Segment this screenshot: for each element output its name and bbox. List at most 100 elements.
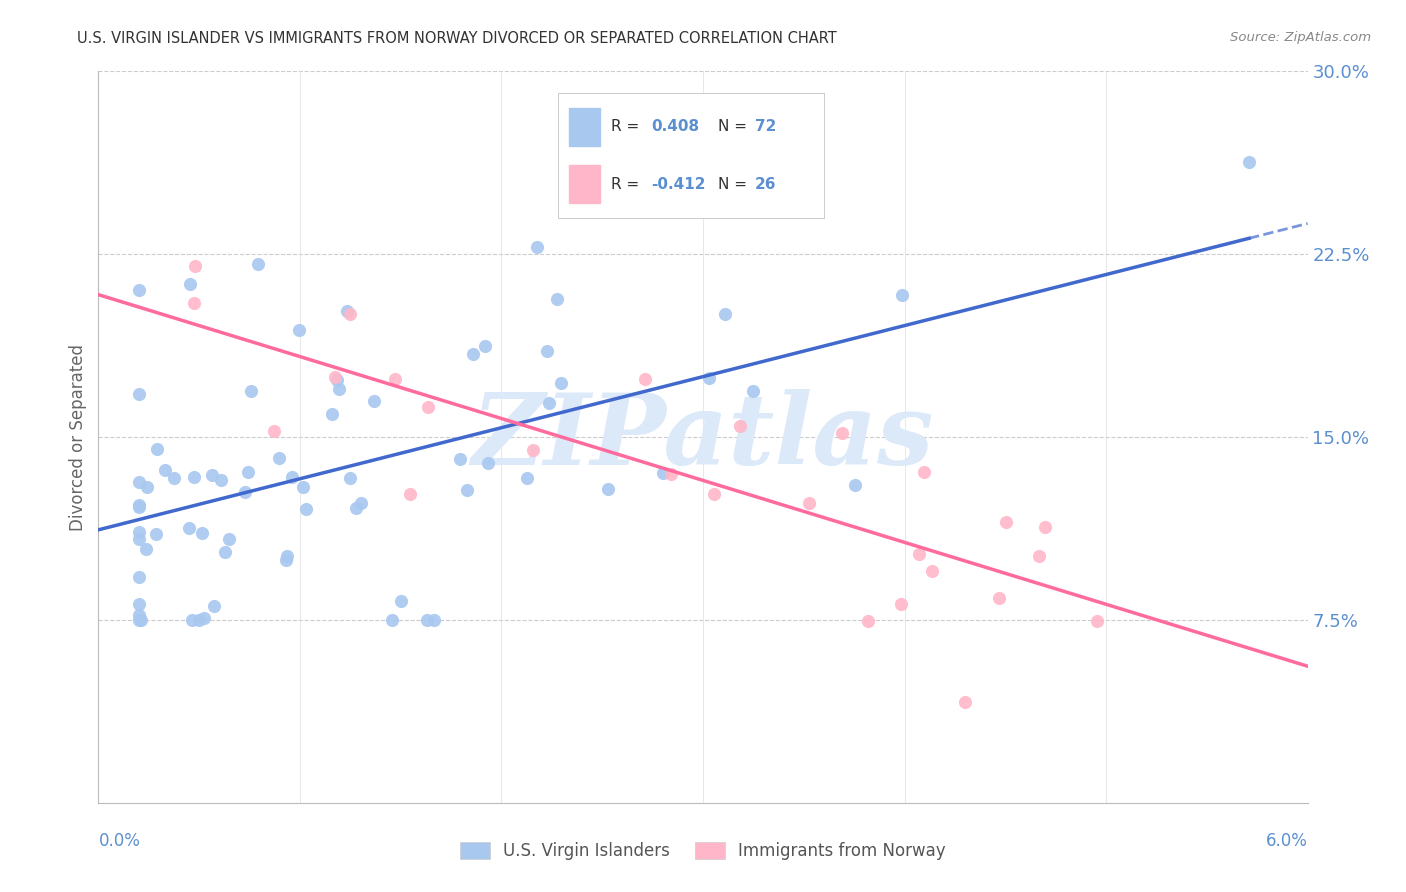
Point [461, 347, 484, 361]
Point [526, 240, 548, 254]
Point [634, 371, 657, 385]
Point [280, 469, 302, 483]
Point [153, 463, 176, 477]
Point [193, 610, 215, 624]
Point [235, 485, 257, 500]
Point [236, 465, 259, 479]
Point [389, 593, 412, 607]
Point [240, 384, 263, 398]
Point [190, 526, 212, 541]
Point [381, 613, 404, 627]
Point [1237, 154, 1260, 169]
Point [477, 456, 499, 470]
Point [728, 418, 751, 433]
Point [276, 549, 298, 563]
Legend: U.S. Virgin Islanders, Immigrants from Norway: U.S. Virgin Islanders, Immigrants from N… [460, 842, 946, 860]
Point [987, 591, 1010, 605]
Point [921, 565, 943, 579]
Point [128, 387, 150, 401]
Point [269, 450, 291, 465]
Text: 6.0%: 6.0% [1265, 832, 1308, 850]
Point [384, 372, 406, 386]
Point [295, 502, 318, 516]
Point [339, 471, 361, 485]
Point [844, 477, 866, 491]
Point [797, 496, 820, 510]
Y-axis label: Divorced or Separated: Divorced or Separated [69, 343, 87, 531]
Point [890, 287, 912, 301]
Point [128, 500, 150, 515]
Point [292, 480, 315, 494]
Point [536, 343, 558, 358]
Point [326, 373, 349, 387]
Text: 0.0%: 0.0% [98, 832, 141, 850]
Point [128, 607, 150, 622]
Point [449, 452, 471, 467]
Point [339, 307, 361, 321]
Point [128, 524, 150, 539]
Text: Source: ZipAtlas.com: Source: ZipAtlas.com [1230, 31, 1371, 45]
Point [177, 521, 200, 535]
Point [714, 307, 737, 321]
Point [363, 394, 385, 409]
Point [336, 304, 359, 318]
Point [247, 257, 270, 271]
Point [742, 384, 765, 398]
Point [953, 695, 976, 709]
Point [697, 371, 720, 385]
Point [128, 533, 150, 547]
Point [263, 424, 285, 438]
Point [128, 570, 150, 584]
Point [145, 442, 167, 456]
Point [145, 527, 167, 541]
Point [702, 487, 724, 501]
Point [136, 480, 159, 494]
Point [202, 599, 225, 614]
Point [858, 614, 880, 628]
Point [201, 468, 224, 483]
Point [659, 467, 682, 481]
Point [456, 483, 478, 498]
Text: U.S. VIRGIN ISLANDER VS IMMIGRANTS FROM NORWAY DIVORCED OR SEPARATED CORRELATION: U.S. VIRGIN ISLANDER VS IMMIGRANTS FROM … [77, 31, 837, 46]
Point [288, 323, 311, 337]
Point [181, 613, 204, 627]
Point [1033, 520, 1056, 534]
Text: ZIPatlas: ZIPatlas [472, 389, 934, 485]
Point [163, 471, 186, 485]
Point [128, 283, 150, 297]
Point [350, 496, 373, 510]
Point [183, 296, 205, 310]
Point [890, 597, 912, 611]
Point [276, 553, 298, 567]
Point [596, 482, 619, 496]
Point [831, 425, 853, 440]
Point [328, 383, 350, 397]
Point [422, 613, 444, 627]
Point [550, 376, 572, 390]
Point [188, 613, 211, 627]
Point [209, 473, 232, 487]
Point [135, 541, 157, 556]
Point [399, 486, 422, 500]
Point [994, 516, 1017, 530]
Point [128, 475, 150, 489]
Point [908, 547, 931, 561]
Point [1085, 614, 1108, 628]
Point [184, 260, 207, 274]
Point [321, 407, 343, 421]
Point [179, 277, 201, 292]
Point [516, 471, 538, 485]
Point [183, 470, 205, 484]
Point [128, 597, 150, 611]
Point [344, 500, 367, 515]
Point [131, 613, 153, 627]
Point [214, 545, 236, 559]
Point [1028, 549, 1050, 564]
Point [325, 369, 347, 384]
Point [474, 339, 496, 353]
Point [538, 396, 561, 410]
Point [546, 292, 568, 306]
Point [218, 532, 240, 546]
Point [416, 613, 439, 627]
Point [912, 465, 935, 479]
